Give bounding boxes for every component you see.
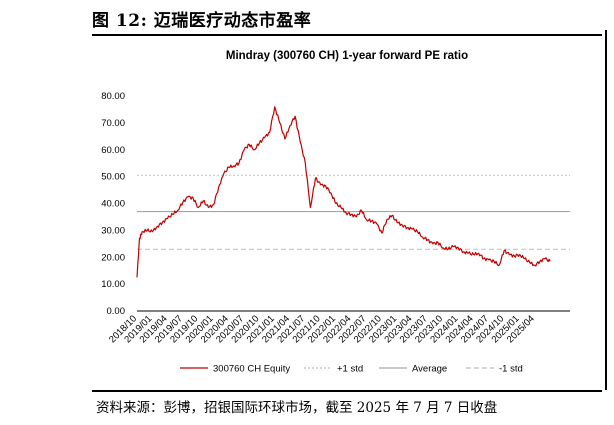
top-rule xyxy=(92,34,602,36)
chart-legend: 300760 CH Equity +1 std Average -1 std xyxy=(180,364,523,375)
adjacent-figure-edge xyxy=(605,30,614,390)
y-tick-label: 30.00 xyxy=(101,225,125,236)
series-line-300760-ch-equity xyxy=(136,106,551,278)
y-tick-label: 0.00 xyxy=(107,306,126,317)
figure-title: 图 12: 迈瑞医疗动态市盈率 xyxy=(92,11,312,31)
y-tick-label: 80.00 xyxy=(101,91,125,102)
legend-item-minus-std-label: -1 std xyxy=(499,364,523,375)
chart-title: Mindray (300760 CH) 1-year forward PE ra… xyxy=(226,50,468,62)
y-tick-label: 60.00 xyxy=(101,145,125,156)
y-tick-label: 20.00 xyxy=(101,252,125,263)
source-note: 资料来源：彭博，招银国际环球市场，截至 2025 年 7 月 7 日收盘 xyxy=(96,400,498,416)
pe-ratio-chart: Mindray (300760 CH) 1-year forward PE ra… xyxy=(101,50,570,375)
bottom-rule xyxy=(92,390,602,392)
y-tick-label: 10.00 xyxy=(101,279,125,290)
legend-item-average-label: Average xyxy=(412,364,447,375)
legend-item-series-label: 300760 CH Equity xyxy=(213,364,290,375)
y-tick-label: 50.00 xyxy=(101,172,125,183)
y-tick-label: 70.00 xyxy=(101,118,125,129)
y-tick-label: 40.00 xyxy=(101,199,125,210)
legend-item-plus-std-label: +1 std xyxy=(337,364,363,375)
plot-area: 0.00 10.00 20.00 30.00 40.00 50.00 60.00 70.00 8… xyxy=(101,91,570,345)
